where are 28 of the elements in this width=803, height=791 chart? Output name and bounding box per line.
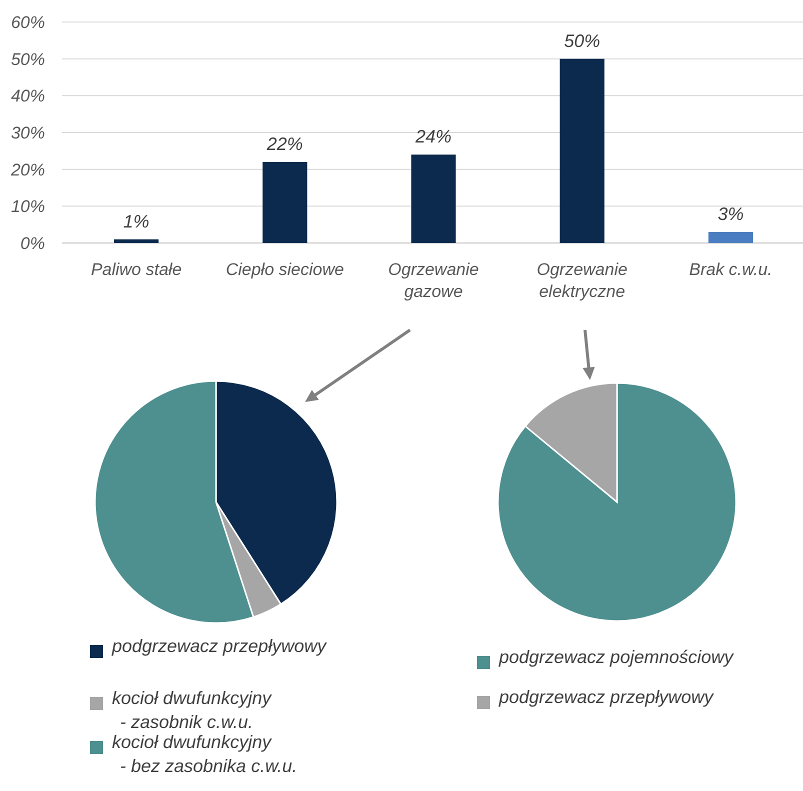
data-label: 1%	[123, 211, 150, 232]
legend-label: podgrzewacz przepływowy	[498, 687, 714, 707]
y-tick-label: 20%	[10, 160, 45, 180]
y-tick-label: 30%	[10, 123, 45, 142]
y-tick-label: 60%	[10, 12, 45, 32]
data-label: 3%	[718, 204, 744, 224]
legend-label: podgrzewacz przepływowy	[111, 636, 328, 656]
x-tick-label: Ogrzewanie gazowe	[388, 260, 479, 301]
x-tick-label: Ciepło sieciowe	[226, 260, 344, 279]
bar	[560, 58, 604, 243]
bar	[262, 162, 308, 243]
x-tick-label: Ogrzewanie elektryczne	[536, 260, 628, 301]
y-tick-label: 10%	[10, 197, 45, 216]
x-tick-label: Paliwo stałe	[90, 260, 182, 279]
y-tick-label: 50%	[10, 50, 45, 69]
legend-label: kocioł dwufunkcyjny - bez zasobnika c.w.u.	[112, 732, 298, 776]
legend-label: podgrzewacz pojemnościowy	[498, 647, 734, 667]
x-tick-label: Brak c.w.u.	[689, 260, 772, 279]
data-label: 50%	[564, 30, 600, 51]
bar	[708, 232, 753, 243]
legend-label: kocioł dwufunkcyjny - zasobnik c.w.u.	[112, 688, 272, 732]
bar	[114, 239, 159, 243]
y-tick-label: 40%	[10, 86, 45, 106]
data-label: 22%	[266, 134, 303, 154]
data-label: 24%	[414, 126, 452, 147]
pie-slice	[497, 382, 737, 622]
bar	[411, 154, 456, 243]
y-tick-label: 0%	[20, 234, 45, 253]
